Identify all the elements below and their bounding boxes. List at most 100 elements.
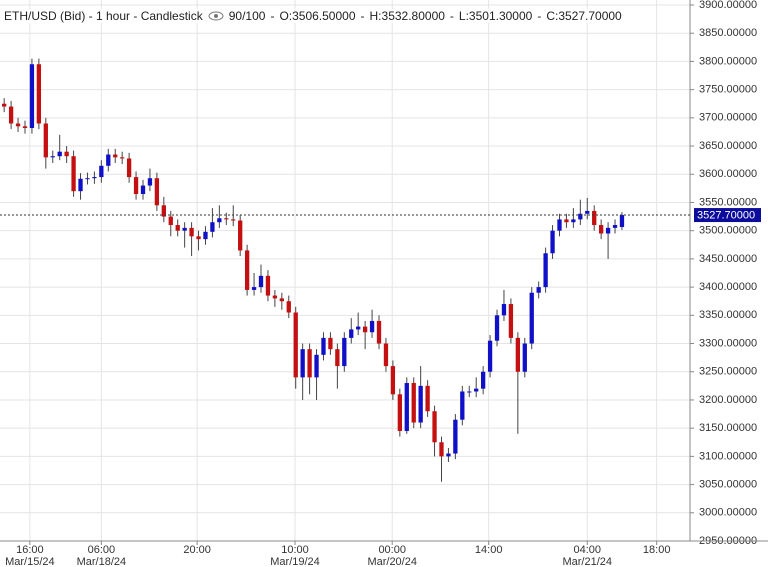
y-tick-label: 3500.00000 — [699, 225, 757, 237]
candle-body — [22, 126, 28, 128]
candle-body — [258, 275, 264, 288]
candle-body — [147, 178, 153, 186]
candle-body — [571, 219, 576, 223]
y-tick-label: 3150.00000 — [699, 422, 757, 434]
candle-body — [238, 220, 243, 251]
candle-body — [605, 227, 611, 234]
candle-body — [120, 157, 125, 159]
candle-body — [529, 292, 534, 344]
candle-body — [36, 64, 42, 124]
sep: - — [270, 9, 275, 23]
candle-body — [29, 64, 35, 128]
candle-body — [244, 250, 250, 290]
candle-body — [522, 343, 527, 372]
candle-body — [446, 453, 451, 457]
candle-body — [619, 215, 625, 228]
x-tick-label: 00:00 — [378, 544, 406, 556]
candle-body — [369, 320, 375, 333]
candle-body — [460, 391, 465, 420]
candle-body — [126, 158, 132, 178]
candle-body — [133, 177, 139, 195]
candle-body — [550, 230, 555, 254]
x-date-label: Mar/18/24 — [77, 556, 127, 567]
candle-body — [300, 349, 305, 378]
candle-body — [439, 442, 444, 457]
high-label: H:3532.80000 — [369, 9, 445, 23]
candle-body — [286, 301, 291, 313]
candle-body — [536, 287, 541, 293]
candle-body — [57, 151, 62, 157]
candle-body — [321, 337, 326, 355]
sep: - — [449, 9, 454, 23]
plot-area — [0, 0, 690, 541]
candle-body — [314, 354, 319, 378]
candle-body — [265, 275, 271, 296]
candle-body — [480, 371, 486, 389]
x-date-label: Mar/21/24 — [562, 556, 612, 567]
x-tick-label: 04:00 — [573, 544, 601, 556]
candle-body — [307, 349, 312, 378]
candle-body — [293, 312, 298, 378]
x-tick-label: 20:00 — [183, 544, 211, 556]
candle-body — [349, 329, 354, 338]
chart-header: ETH/USD (Bid) - 1 hour - Candlestick 90/… — [4, 9, 622, 23]
candle-body — [15, 123, 21, 127]
x-tick-label: 14:00 — [475, 544, 503, 556]
candle-body — [418, 385, 423, 423]
candle-body — [85, 178, 90, 180]
candle-body — [43, 123, 48, 158]
close-label: C:3527.70000 — [546, 9, 622, 23]
y-tick-label: 3450.00000 — [699, 253, 757, 265]
candle-body — [543, 253, 548, 288]
candle-body — [494, 315, 500, 341]
y-tick-label: 3050.00000 — [699, 478, 757, 490]
candle-body — [231, 219, 236, 221]
x-tick-label: 16:00 — [16, 544, 44, 556]
candle-body — [2, 103, 7, 107]
candle-body — [376, 320, 382, 344]
candle-body — [106, 154, 111, 166]
candle-body — [564, 219, 569, 223]
sep: - — [360, 9, 365, 23]
candle-body — [196, 236, 201, 240]
candle-body — [224, 218, 229, 220]
y-tick-label: 3700.00000 — [699, 112, 757, 124]
y-tick-label: 3000.00000 — [699, 507, 757, 519]
eye-icon[interactable] — [208, 11, 224, 21]
chart-title: ETH/USD (Bid) - 1 hour - Candlestick — [4, 9, 203, 23]
candle-body — [64, 151, 69, 157]
candle-body — [501, 304, 507, 316]
candle-body — [140, 185, 146, 195]
candle-body — [592, 210, 597, 226]
candle-body — [578, 213, 583, 220]
y-tick-label: 3900.00000 — [699, 0, 757, 11]
y-tick-label: 3850.00000 — [699, 27, 757, 39]
candle-body — [487, 340, 493, 372]
candle-body — [508, 304, 514, 338]
candle-body — [272, 295, 278, 299]
x-tick-label: 18:00 — [643, 544, 671, 556]
candle-body — [432, 411, 437, 443]
candle-body — [335, 349, 340, 367]
candle-body — [251, 287, 257, 290]
candle-body — [203, 231, 208, 240]
bar-count: 90/100 — [228, 9, 266, 23]
sep: - — [537, 9, 542, 23]
y-tick-label: 3250.00000 — [699, 366, 757, 378]
candle-body — [612, 225, 618, 228]
candle-body — [425, 385, 430, 412]
candle-body — [397, 394, 402, 431]
candle-body — [328, 337, 333, 350]
candle-body — [383, 343, 389, 367]
candle-body — [515, 337, 520, 372]
candle-body — [78, 178, 83, 192]
candle-body — [175, 225, 180, 231]
candle-body — [168, 216, 173, 226]
y-tick-label: 3200.00000 — [699, 394, 757, 406]
candle-body — [453, 419, 458, 454]
candle-body — [189, 227, 194, 237]
candle-body — [113, 154, 118, 158]
candle-body — [92, 177, 97, 179]
